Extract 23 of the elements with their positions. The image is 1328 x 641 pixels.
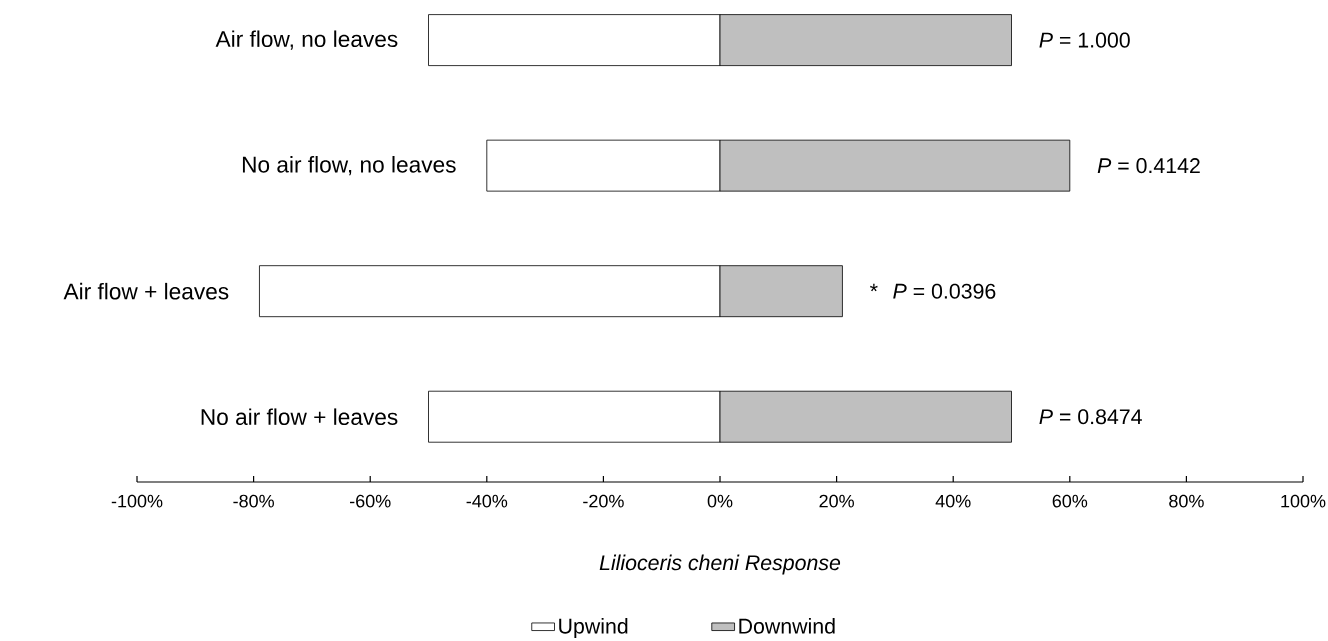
x-tick-label: -100% xyxy=(111,494,163,508)
y-tick-label: No air flow, no leaves xyxy=(242,155,456,176)
x-tick-label: 80% xyxy=(1169,494,1204,508)
x-tick-label: 60% xyxy=(1052,494,1088,508)
x-tick-label: 100% xyxy=(1281,494,1326,508)
y-tick-label: Air flow, no leaves xyxy=(215,30,398,50)
y-tick-label: No air flow + leaves xyxy=(201,408,398,426)
x-tick-label: -20% xyxy=(583,494,624,508)
x-tick-label: -80% xyxy=(233,494,274,508)
x-tick-label: 0% xyxy=(707,494,733,508)
annotation: P = 0.8474 xyxy=(1039,409,1142,425)
x-tick-label: 20% xyxy=(819,494,854,508)
legend-label: Downwind xyxy=(739,618,835,634)
annotation: P = 1.000 xyxy=(1039,32,1130,48)
legend-label: Upwind xyxy=(559,618,628,638)
annotation: P = 0.0396 xyxy=(893,283,996,299)
x-tick-label: 40% xyxy=(935,494,971,508)
annotation: * xyxy=(870,283,878,292)
x-tick-label: -60% xyxy=(349,494,391,508)
x-tick-label: -40% xyxy=(466,494,508,508)
x-axis-title: Lilioceris cheni Response xyxy=(599,554,841,575)
annotation: P = 0.4142 xyxy=(1097,158,1200,174)
y-tick-label: Air flow + leaves xyxy=(63,282,229,300)
